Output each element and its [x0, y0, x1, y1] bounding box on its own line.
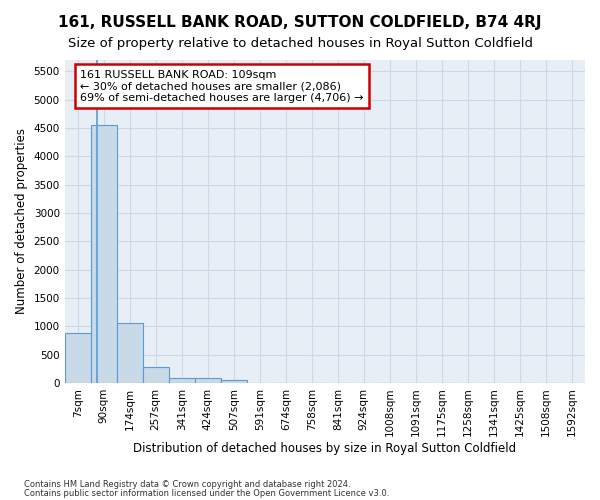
- Text: 161 RUSSELL BANK ROAD: 109sqm
← 30% of detached houses are smaller (2,086)
69% o: 161 RUSSELL BANK ROAD: 109sqm ← 30% of d…: [80, 70, 364, 103]
- Bar: [65, 333, 91, 383]
- Text: 161, RUSSELL BANK ROAD, SUTTON COLDFIELD, B74 4RJ: 161, RUSSELL BANK ROAD, SUTTON COLDFIELD…: [58, 15, 542, 30]
- Bar: [117, 323, 143, 383]
- Text: Contains public sector information licensed under the Open Government Licence v3: Contains public sector information licen…: [24, 489, 389, 498]
- Bar: [91, 125, 116, 383]
- Bar: [143, 367, 169, 383]
- Text: Contains HM Land Registry data © Crown copyright and database right 2024.: Contains HM Land Registry data © Crown c…: [24, 480, 350, 489]
- Y-axis label: Number of detached properties: Number of detached properties: [15, 128, 28, 314]
- X-axis label: Distribution of detached houses by size in Royal Sutton Coldfield: Distribution of detached houses by size …: [133, 442, 517, 455]
- Bar: [169, 378, 195, 383]
- Bar: [195, 378, 221, 383]
- Text: Size of property relative to detached houses in Royal Sutton Coldfield: Size of property relative to detached ho…: [67, 38, 533, 51]
- Bar: [221, 380, 247, 383]
